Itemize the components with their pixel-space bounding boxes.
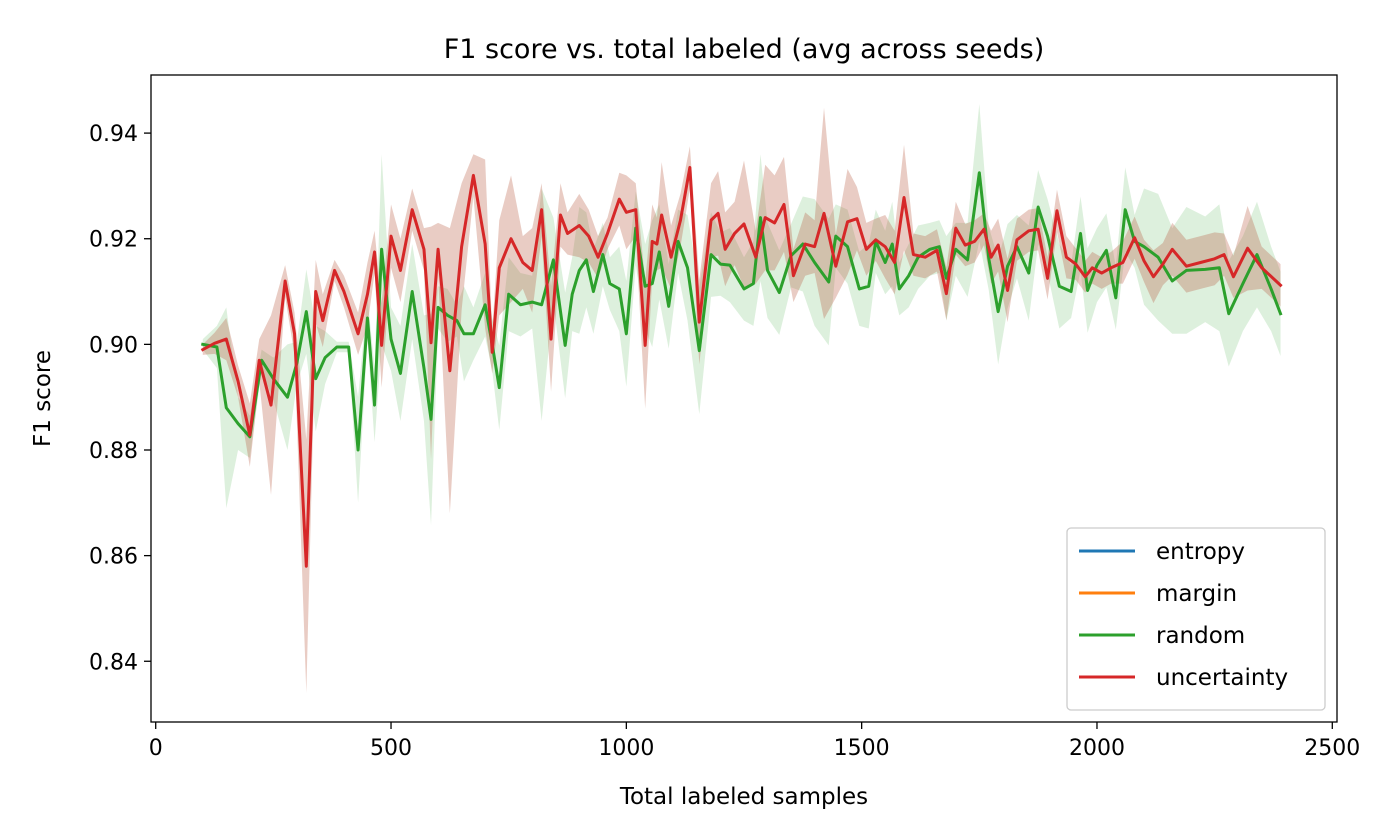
- x-tick-label: 1000: [598, 736, 654, 761]
- line-uncertainty: [200, 165, 1283, 568]
- y-tick-label: 0.90: [89, 333, 138, 358]
- plot-frame: [150, 74, 1338, 723]
- y-tick-label: 0.94: [89, 122, 138, 147]
- y-tick-label: 0.84: [89, 650, 138, 675]
- y-axis: 0.84 0.86 0.88 0.90 0.92 0.94: [89, 122, 151, 675]
- x-tick-label: 0: [149, 736, 163, 761]
- legend-label-random: random: [1156, 623, 1245, 649]
- legend: entropy margin random uncertainty: [1066, 527, 1326, 711]
- band-uncertainty: [202, 107, 1281, 693]
- legend-box: [1066, 527, 1326, 711]
- x-tick-label: 500: [370, 736, 412, 761]
- y-tick-label: 0.86: [89, 545, 138, 570]
- band-random: [202, 104, 1281, 525]
- series-lines: [200, 165, 1283, 568]
- x-tick-label: 1500: [834, 736, 890, 761]
- legend-label-entropy: entropy: [1156, 539, 1245, 565]
- chart-title: F1 score vs. total labeled (avg across s…: [444, 34, 1045, 65]
- y-tick-label: 0.88: [89, 439, 138, 464]
- x-axis: 0 500 1000 1500 2000 2500: [149, 722, 1360, 761]
- x-tick-label: 2000: [1069, 736, 1125, 761]
- legend-label-margin: margin: [1156, 581, 1237, 607]
- line-random: [201, 171, 1283, 452]
- y-tick-label: 0.92: [89, 228, 138, 253]
- error-bands: [202, 104, 1281, 693]
- x-axis-title: Total labeled samples: [619, 784, 868, 810]
- y-axis-title: F1 score: [30, 350, 56, 447]
- legend-label-uncertainty: uncertainty: [1156, 665, 1288, 691]
- x-tick-label: 2500: [1304, 736, 1360, 761]
